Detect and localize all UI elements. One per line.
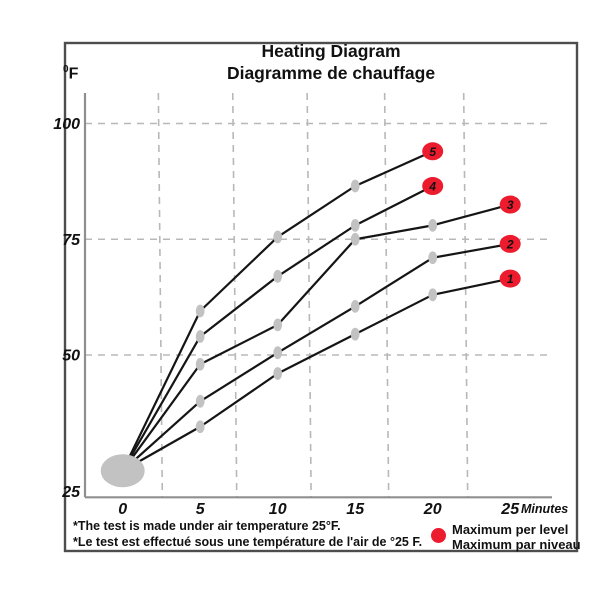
max-marker-number-3: 3 (507, 198, 514, 212)
max-marker-1 (499, 269, 521, 288)
chart-title-block: Heating Diagram Diagramme de chauffage (85, 41, 577, 84)
data-point (273, 269, 283, 283)
footnote-french: *Le test est effectué sous une températu… (73, 534, 423, 549)
data-point (195, 394, 205, 408)
series-line-1 (122, 277, 511, 472)
data-point (350, 218, 360, 232)
y-tick-label-50: 50 (62, 348, 80, 365)
y-axis-unit-letter: F (68, 65, 79, 83)
y-tick-label-25: 25 (61, 484, 81, 501)
max-marker-3 (499, 195, 521, 214)
data-point (350, 299, 360, 313)
data-point (350, 327, 360, 341)
data-point (428, 251, 438, 265)
series-line-3 (121, 203, 511, 472)
x-tick-label-5: 5 (196, 501, 206, 518)
legend-label-english: Maximum per level (452, 522, 569, 537)
footnotes: *The test is made under air temperature … (73, 519, 422, 550)
data-point (428, 288, 438, 302)
y-tick-label-100: 100 (53, 116, 80, 133)
data-point (273, 230, 283, 244)
max-marker-2 (499, 234, 521, 253)
data-point (273, 346, 283, 360)
footnote-english: *The test is made under air temperature … (73, 519, 341, 533)
data-point (195, 420, 205, 434)
vertical-gridline-3 (306, 92, 312, 498)
data-point (428, 218, 438, 232)
x-tick-label-15: 15 (346, 501, 365, 518)
data-point (350, 232, 360, 246)
max-marker-number-5: 5 (429, 145, 436, 159)
vertical-gridline-1 (157, 92, 164, 498)
legend-max-marker-icon (431, 528, 446, 543)
data-point (273, 318, 283, 332)
x-tick-label-0: 0 (118, 501, 127, 518)
x-tick-label-20: 20 (423, 501, 442, 518)
y-axis-unit-degree: 0 (63, 64, 69, 75)
x-tick-label-25: 25 (500, 501, 520, 518)
data-point (350, 179, 360, 193)
data-point (195, 330, 205, 343)
series-line-2 (121, 242, 511, 472)
x-tick-label-10: 10 (269, 501, 287, 518)
max-marker-4 (422, 177, 444, 196)
max-marker-number-1: 1 (507, 272, 514, 286)
data-point (195, 357, 205, 371)
vertical-gridline-5 (462, 92, 469, 498)
vertical-gridline-2 (231, 92, 238, 498)
data-point (195, 304, 205, 318)
y-axis-unit-label: 0F (63, 64, 78, 83)
data-point (273, 367, 283, 380)
figure-border (63, 41, 579, 553)
x-axis-unit-label: Minutes (521, 502, 569, 516)
start-point-circle (100, 454, 145, 488)
max-marker-number-2: 2 (506, 237, 514, 251)
legend: Maximum per level Maximum par niveau (452, 522, 581, 552)
legend-label-french: Maximum par niveau (452, 536, 581, 552)
max-marker-number-4: 4 (428, 180, 436, 194)
chart-title: Heating Diagram (261, 41, 401, 61)
chart-subtitle: Diagramme de chauffage (226, 62, 436, 83)
vertical-gridline-4 (383, 92, 390, 498)
max-marker-5 (422, 142, 444, 161)
y-tick-label-75: 75 (62, 232, 81, 249)
